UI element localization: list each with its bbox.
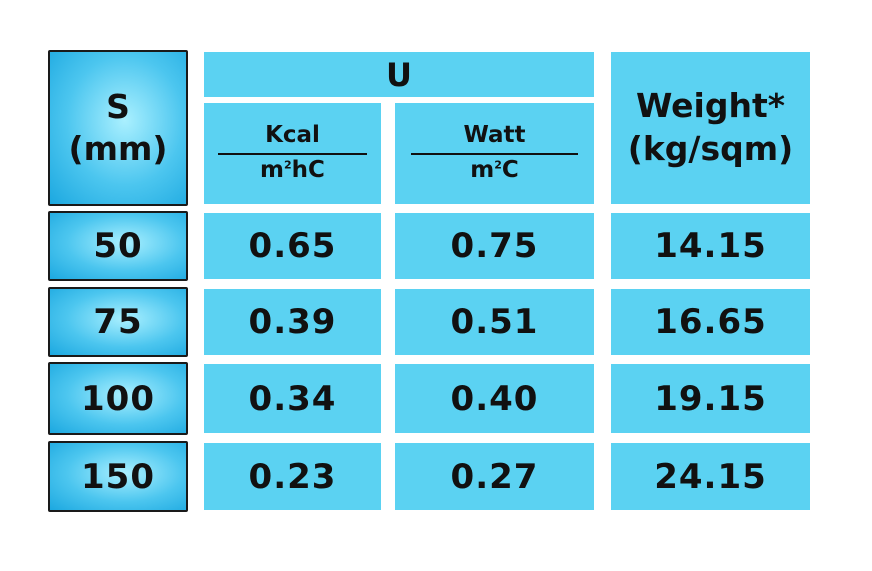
row-2-s: 75 — [48, 287, 188, 357]
row-1-watt: 0.75 — [395, 213, 594, 279]
row-4-weight: 24.15 — [611, 443, 810, 510]
row-3-s: 100 — [48, 362, 188, 435]
row-4-kcal: 0.23 — [204, 443, 381, 510]
header-s: S (mm) — [48, 50, 188, 206]
kcal-denominator: m2hC — [260, 157, 325, 183]
header-s-unit: (mm) — [68, 129, 168, 168]
row-4-s: 150 — [48, 441, 188, 512]
kcal-numerator: Kcal — [265, 122, 320, 149]
row-2-watt: 0.51 — [395, 289, 594, 355]
header-weight: Weight* (kg/sqm) — [611, 52, 810, 204]
row-1-kcal: 0.65 — [204, 213, 381, 279]
header-s-title: S — [106, 86, 130, 126]
watt-fraction-bar — [410, 153, 579, 155]
watt-numerator: Watt — [463, 122, 526, 149]
header-u-label: U — [386, 55, 412, 94]
row-1-weight: 14.15 — [611, 213, 810, 279]
row-2-kcal: 0.39 — [204, 289, 381, 355]
row-4-watt: 0.27 — [395, 443, 594, 510]
row-3-kcal: 0.34 — [204, 364, 381, 433]
row-1-s: 50 — [48, 211, 188, 281]
header-watt: Watt m2C — [395, 103, 594, 204]
header-u: U — [204, 52, 594, 97]
kcal-fraction-bar — [218, 153, 367, 155]
header-kcal: Kcal m2hC — [204, 103, 381, 204]
row-3-weight: 19.15 — [611, 364, 810, 433]
kcal-fraction: Kcal m2hC — [204, 122, 381, 184]
row-2-weight: 16.65 — [611, 289, 810, 355]
watt-fraction: Watt m2C — [395, 122, 594, 184]
row-3-watt: 0.40 — [395, 364, 594, 433]
header-weight-unit: (kg/sqm) — [627, 129, 794, 168]
header-weight-title: Weight* — [635, 86, 786, 126]
watt-denominator: m2C — [470, 157, 519, 183]
